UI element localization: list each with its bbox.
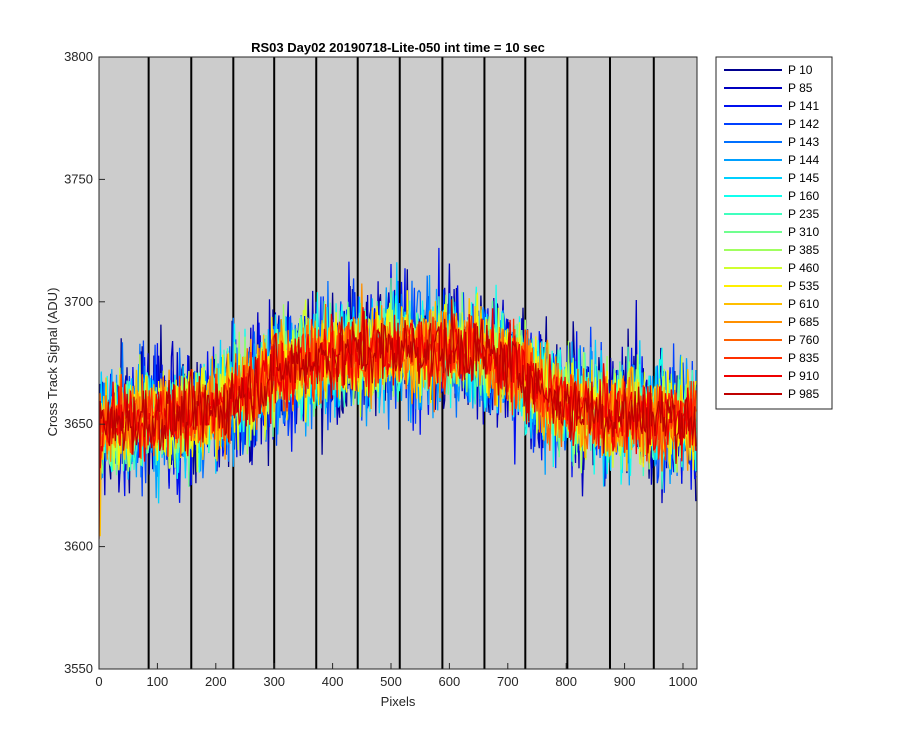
legend: P 10 P 85 P 141 P 142 P 143 P 144 P 145 P 160 P …: [715, 56, 833, 410]
x-tick-label: 600: [439, 674, 461, 689]
x-tick-label: 1000: [669, 674, 698, 689]
y-tick-label: 3800: [64, 49, 93, 64]
x-tick-label: 800: [555, 674, 577, 689]
legend-entry-label: P 610: [788, 297, 819, 311]
legend-entry-label: P 143: [788, 135, 819, 149]
x-axis-label: Pixels: [381, 694, 416, 709]
legend-entry-label: P 144: [788, 153, 819, 167]
legend-entry-label: P 985: [788, 387, 819, 401]
legend-entry-label: P 460: [788, 261, 819, 275]
y-axis-label: Cross Track Signal (ADU): [45, 288, 60, 437]
plot-area: 0 100 200 300 400 500 600 700 800 900 1000 3550 3600…: [64, 49, 698, 689]
x-tick-label: 100: [147, 674, 169, 689]
legend-entry-label: P 141: [788, 99, 819, 113]
legend-entry-label: P 235: [788, 207, 819, 221]
x-tick-label: 900: [614, 674, 636, 689]
y-tick-label: 3600: [64, 539, 93, 554]
legend-entry-label: P 145: [788, 171, 819, 185]
legend-entry-label: P 310: [788, 225, 819, 239]
legend-entry-label: P 685: [788, 315, 819, 329]
x-tick-label: 0: [95, 674, 102, 689]
legend-entry-label: P 535: [788, 279, 819, 293]
legend-entry-label: P 85: [788, 81, 813, 95]
legend-entry-label: P 142: [788, 117, 819, 131]
x-tick-label: 700: [497, 674, 519, 689]
y-tick-label: 3700: [64, 294, 93, 309]
series-line-p-985: [99, 299, 697, 539]
x-tick-label: 500: [380, 674, 402, 689]
legend-entry-label: P 160: [788, 189, 819, 203]
y-tick-label: 3750: [64, 171, 93, 186]
plot-frame: [98, 56, 698, 670]
legend-entry-label: P 385: [788, 243, 819, 257]
x-tick-label: 400: [322, 674, 344, 689]
x-tick-label: 200: [205, 674, 227, 689]
legend-entry-label: P 910: [788, 369, 819, 383]
y-tick-label: 3550: [64, 661, 93, 676]
series-group: [99, 247, 697, 539]
legend-entry-label: P 10: [788, 63, 813, 77]
x-tick-label: 300: [263, 674, 285, 689]
chart-title: RS03 Day02 20190718-Lite-050 int time = …: [251, 40, 545, 55]
legend-entry-label: P 760: [788, 333, 819, 347]
y-tick-label: 3650: [64, 416, 93, 431]
legend-entry-label: P 835: [788, 351, 819, 365]
